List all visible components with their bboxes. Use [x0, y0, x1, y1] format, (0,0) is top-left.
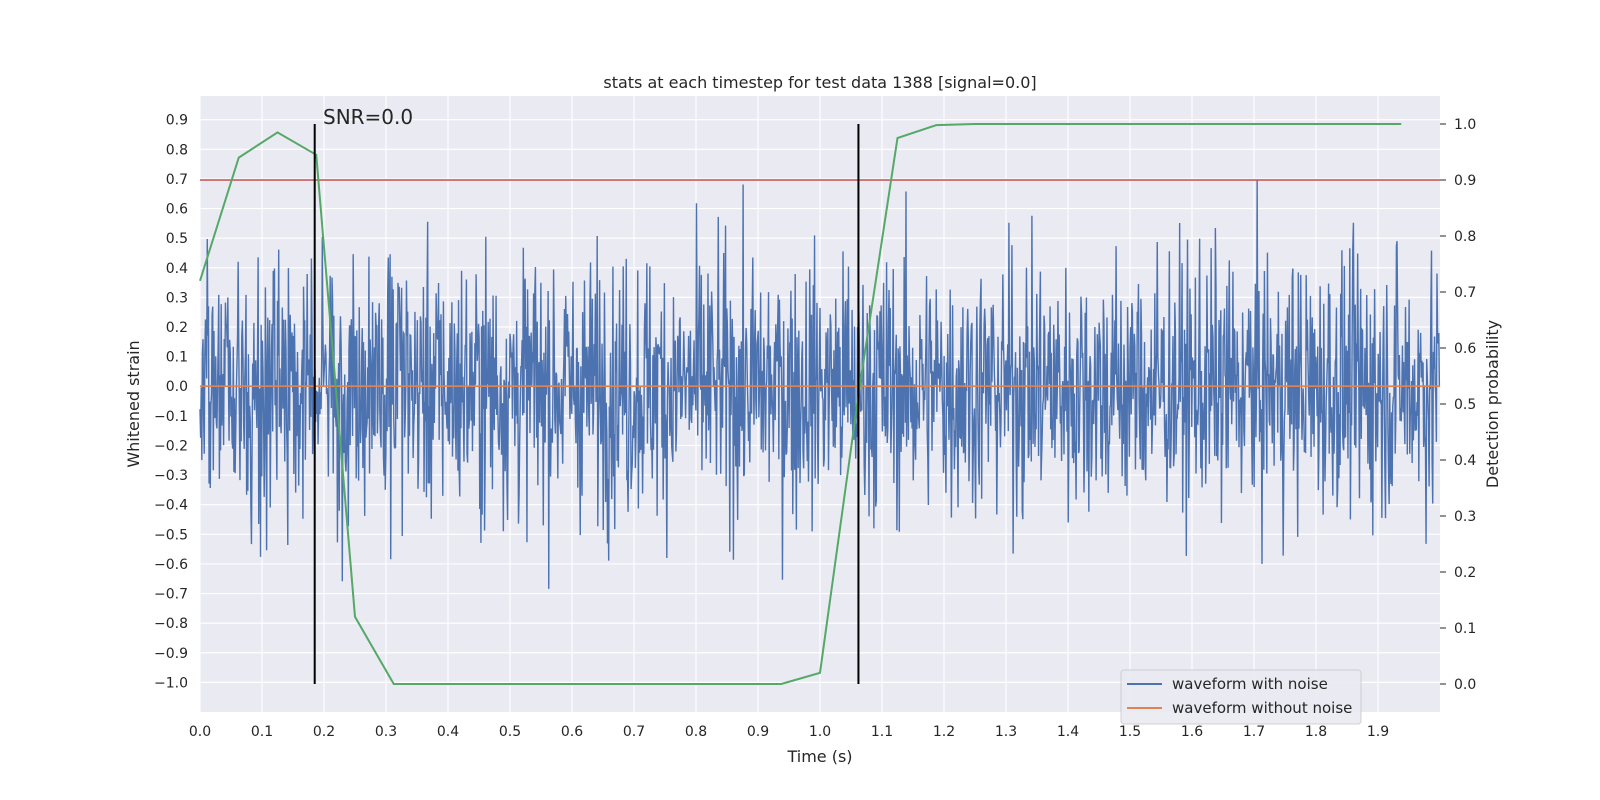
y-right-tick-label: 0.3: [1454, 509, 1476, 525]
y-right-tick-label: 0.0: [1454, 677, 1476, 693]
x-tick-label: 1.7: [1243, 724, 1265, 740]
legend-label-clean: waveform without noise: [1172, 699, 1352, 717]
x-tick-label: 0.3: [375, 724, 397, 740]
chart-title: stats at each timestep for test data 138…: [603, 73, 1036, 92]
y-left-tick-labels: 0.9 0.8 0.7 0.6 0.5 0.4 0.3 0.2 0.1 0.0 −0.1 −0.2 −0…: [154, 113, 188, 692]
y-left-tick-label: −1.0: [154, 675, 188, 691]
x-tick-labels: 0.0 0.1 0.2 0.3 0.4 0.5 0.6 0.7 0.8 0.9 1.0 1.1 1.2 1…: [189, 724, 1389, 740]
y-right-tick-labels: 1.0 0.9 0.8 0.7 0.6 0.5 0.4 0.3 0.2 0.1 0.0: [1440, 117, 1476, 693]
y-left-tick-label: −0.8: [154, 616, 188, 632]
x-tick-label: 0.1: [251, 724, 273, 740]
series-layer: [199, 123, 1441, 685]
y-axis-label-right: Detection probability: [1483, 320, 1502, 488]
y-left-tick-label: −0.6: [154, 557, 188, 573]
y-left-tick-label: 0.2: [166, 320, 188, 336]
marker-layer: [313, 124, 860, 684]
x-tick-label: 0.6: [561, 724, 583, 740]
y-left-tick-label: −0.3: [154, 468, 188, 484]
x-tick-label: 1.5: [1119, 724, 1141, 740]
legend-label-noise: waveform with noise: [1172, 675, 1328, 693]
x-tick-label: 1.4: [1057, 724, 1079, 740]
y-right-tick-label: 0.2: [1454, 565, 1476, 581]
snr-annotation: SNR=0.0: [323, 105, 413, 129]
x-tick-label: 1.9: [1367, 724, 1389, 740]
y-left-tick-label: −0.4: [154, 498, 188, 514]
y-left-tick-label: 0.6: [166, 202, 188, 218]
legend-box: [1120, 669, 1362, 725]
y-axis-label-left: Whitened strain: [124, 340, 143, 467]
y-left-tick-label: −0.1: [154, 409, 188, 425]
x-tick-label: 0.8: [685, 724, 707, 740]
series-detection-probability: [199, 123, 1402, 685]
y-left-tick-label: 0.0: [166, 379, 188, 395]
series-waveform-with-noise: [199, 180, 1441, 589]
y-right-tick-label: 0.7: [1454, 285, 1476, 301]
legend: waveform with noise waveform without noi…: [1120, 669, 1362, 725]
y-right-tick-label: 0.4: [1454, 453, 1476, 469]
y-right-tick-label: 1.0: [1454, 117, 1476, 133]
y-left-tick-label: 0.8: [166, 142, 188, 158]
x-tick-label: 1.1: [871, 724, 893, 740]
y-left-tick-label: 0.3: [166, 290, 188, 306]
y-left-tick-label: 0.7: [166, 172, 188, 188]
x-tick-label: 0.5: [499, 724, 521, 740]
x-tick-label: 0.0: [189, 724, 211, 740]
x-tick-label: 1.8: [1305, 724, 1327, 740]
x-tick-label: 1.6: [1181, 724, 1203, 740]
y-left-tick-label: −0.2: [154, 438, 188, 454]
y-left-tick-label: −0.9: [154, 646, 188, 662]
y-left-tick-label: −0.7: [154, 587, 188, 603]
x-tick-label: 0.4: [437, 724, 459, 740]
x-tick-label: 1.3: [995, 724, 1017, 740]
y-left-tick-label: 0.9: [166, 113, 188, 129]
y-right-tick-label: 0.9: [1454, 173, 1476, 189]
grid-lines: [199, 96, 1440, 712]
y-right-tick-label: 0.6: [1454, 341, 1476, 357]
x-tick-label: 0.2: [313, 724, 335, 740]
x-axis-label: Time (s): [786, 747, 852, 766]
y-left-tick-label: 0.1: [166, 350, 188, 366]
x-tick-label: 0.7: [623, 724, 645, 740]
y-left-tick-label: −0.5: [154, 527, 188, 543]
y-left-tick-label: 0.5: [166, 231, 188, 247]
y-right-tick-label: 0.8: [1454, 229, 1476, 245]
x-tick-label: 1.0: [809, 724, 831, 740]
x-tick-label: 1.2: [933, 724, 955, 740]
x-tick-label: 0.9: [747, 724, 769, 740]
y-right-tick-label: 0.1: [1454, 621, 1476, 637]
y-right-tick-label: 0.5: [1454, 397, 1476, 413]
y-left-tick-label: 0.4: [166, 261, 188, 277]
